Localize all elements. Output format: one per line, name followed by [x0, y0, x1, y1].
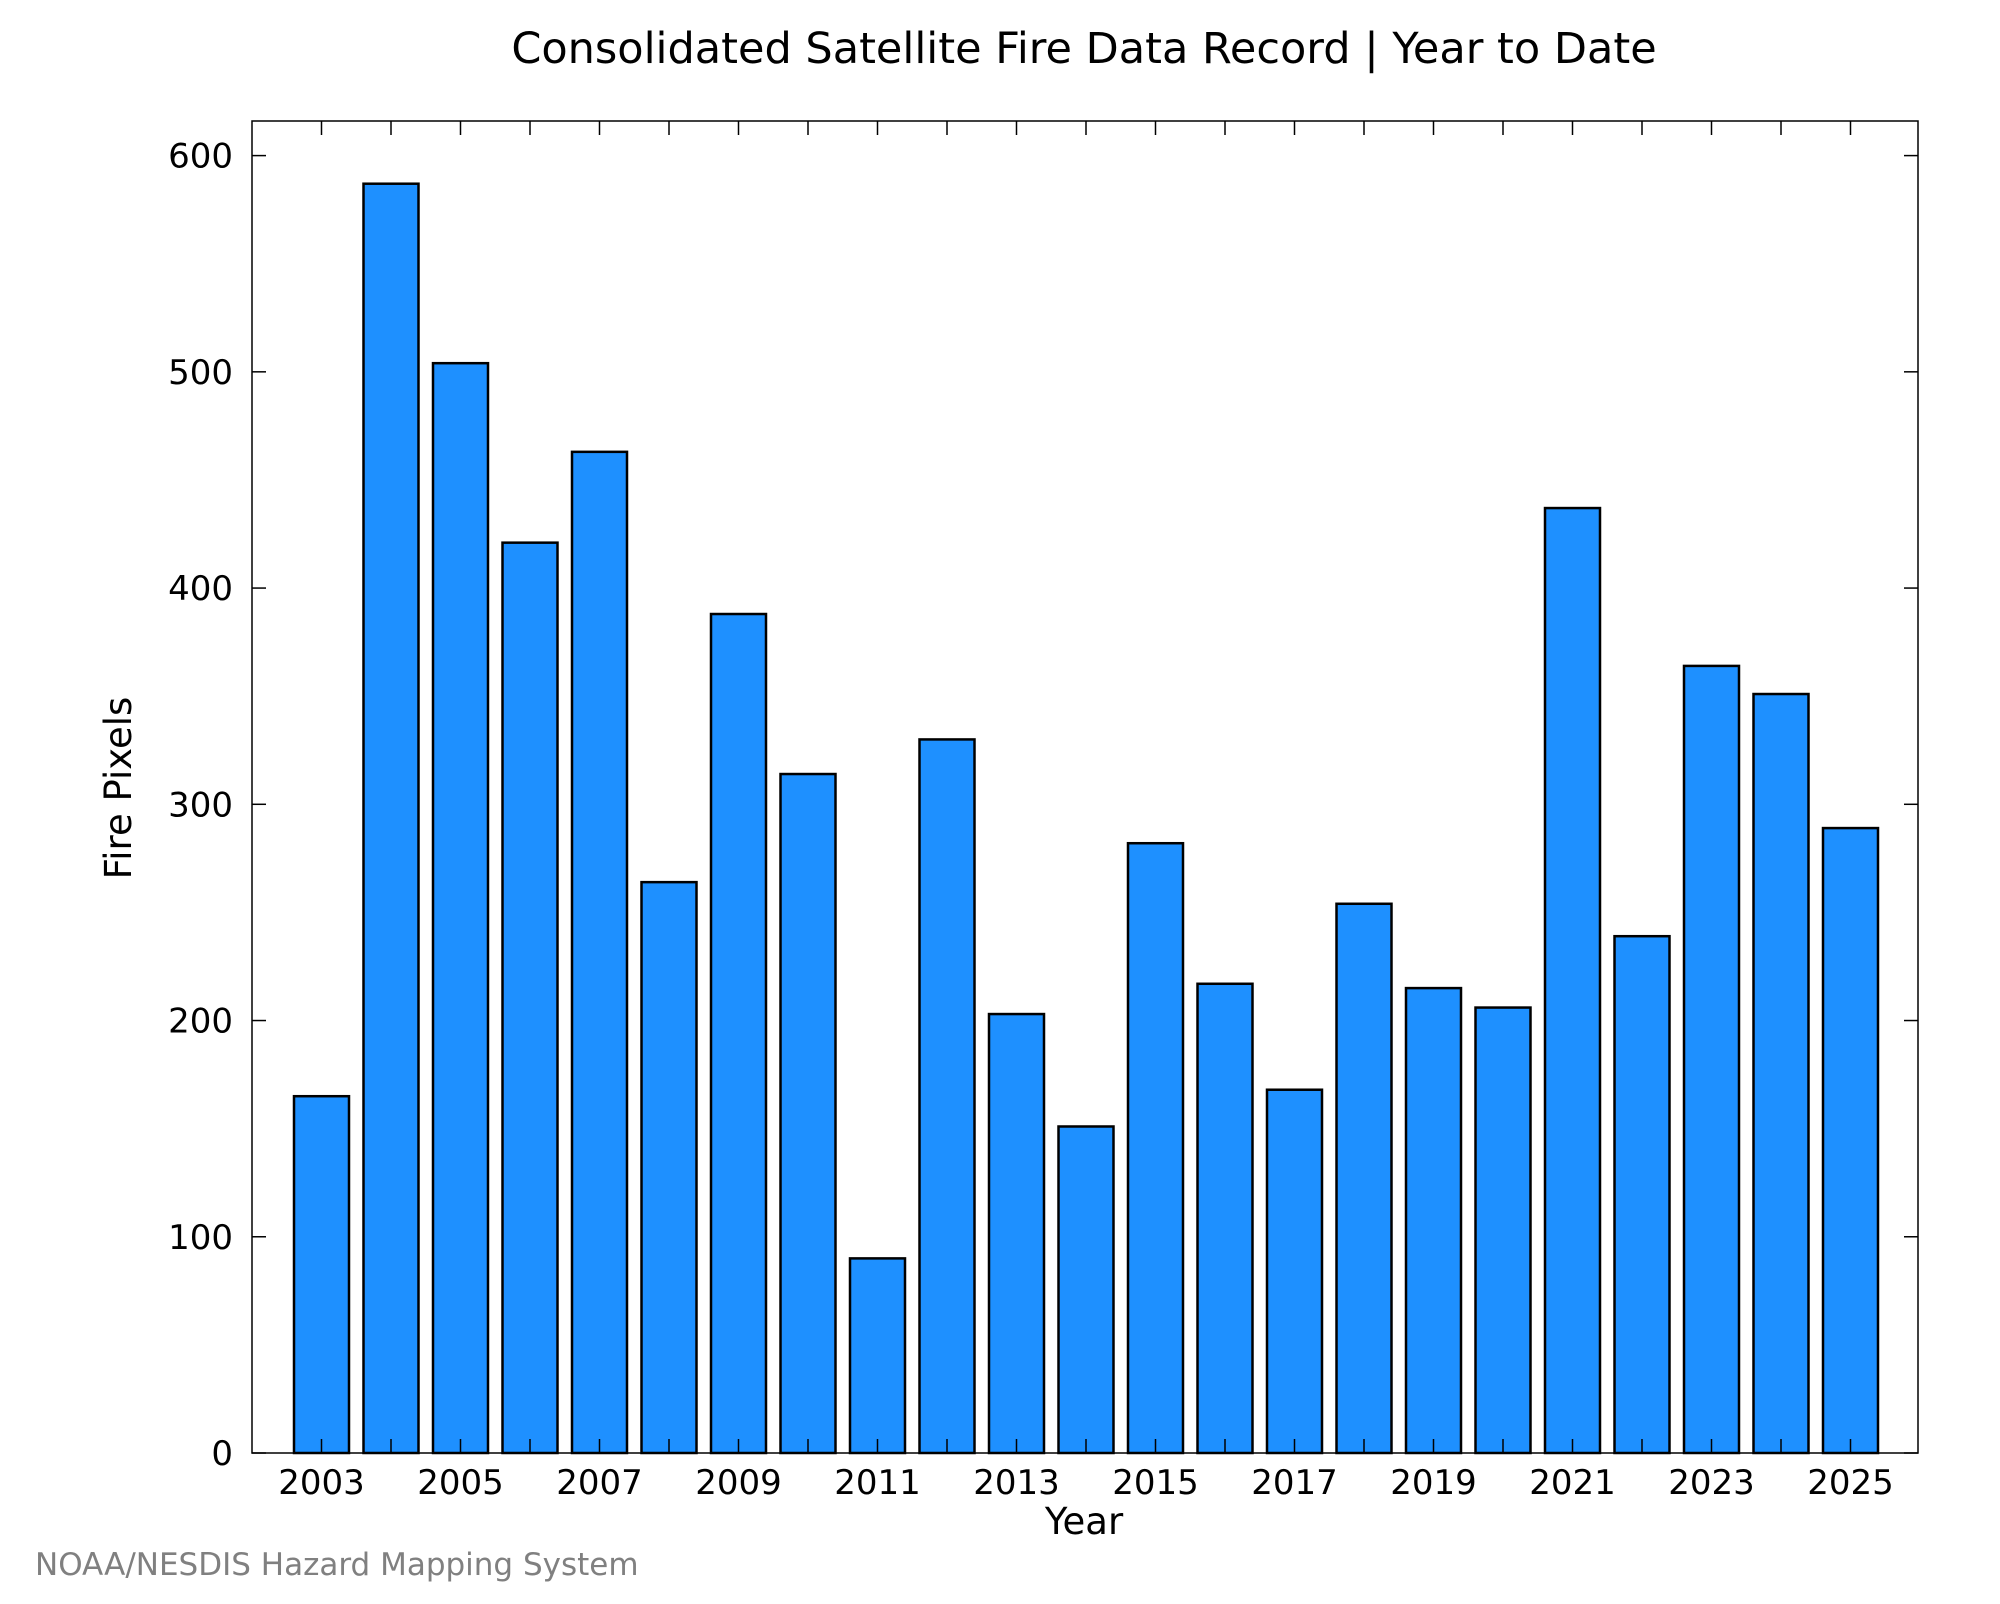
bar-2012 [918, 738, 976, 1455]
bar-2021 [1543, 506, 1602, 1455]
bar-2003 [292, 1094, 351, 1455]
x-tick-label: 2021 [1529, 1463, 1616, 1503]
bar-2005 [431, 361, 490, 1455]
bar-2015 [1126, 841, 1185, 1455]
x-tick-label: 2013 [973, 1463, 1060, 1503]
x-axis-label: Year [1044, 1500, 1124, 1543]
x-tick-label: 2005 [417, 1463, 504, 1503]
bar-2006 [501, 541, 559, 1455]
bar-2016 [1196, 982, 1254, 1455]
bar-2004 [362, 182, 420, 1455]
y-tick-label: 300 [168, 785, 233, 825]
bar-2024 [1752, 692, 1810, 1455]
bar-2013 [987, 1012, 1046, 1455]
bar-2011 [848, 1257, 907, 1455]
bar-2007 [570, 450, 629, 1455]
bar-2022 [1613, 934, 1671, 1455]
bar-2009 [709, 612, 768, 1455]
y-tick-label: 400 [168, 569, 233, 609]
x-tick-label: 2017 [1251, 1463, 1338, 1503]
y-tick-label: 100 [168, 1218, 233, 1258]
y-axis-ticks: 0 100 200 300 400 500 600 [168, 137, 1918, 1474]
bar-2023 [1682, 664, 1741, 1455]
x-axis-ticks: 2003 2005 2007 2009 2011 2013 2015 2017 2019 2021… [278, 121, 1894, 1503]
y-axis-label: Fire Pixels [97, 697, 140, 880]
plot-frame [251, 120, 1919, 1454]
y-tick-label: 500 [168, 353, 233, 393]
bar-2010 [779, 772, 837, 1455]
y-tick-label: 600 [168, 137, 233, 177]
x-tick-label: 2009 [695, 1463, 782, 1503]
y-tick-label: 0 [211, 1434, 233, 1474]
x-tick-label: 2007 [556, 1463, 643, 1503]
x-tick-label: 2015 [1112, 1463, 1199, 1503]
bar-2008 [640, 880, 698, 1455]
x-tick-label: 2025 [1807, 1463, 1894, 1503]
chart-title: Consolidated Satellite Fire Data Record … [511, 24, 1656, 74]
bar-2017 [1265, 1088, 1324, 1455]
y-tick-label: 200 [168, 1002, 233, 1042]
bar-2025 [1821, 826, 1880, 1455]
x-tick-label: 2019 [1390, 1463, 1477, 1503]
bar-2014 [1057, 1125, 1115, 1455]
bar-2020 [1474, 1006, 1532, 1455]
x-tick-label: 2023 [1668, 1463, 1755, 1503]
bars-group [292, 182, 1880, 1455]
x-tick-label: 2011 [834, 1463, 921, 1503]
bar-2018 [1335, 902, 1393, 1455]
x-tick-label: 2003 [278, 1463, 365, 1503]
credit-text: NOAA/NESDIS Hazard Mapping System [35, 1547, 639, 1583]
bar-2019 [1404, 986, 1463, 1455]
